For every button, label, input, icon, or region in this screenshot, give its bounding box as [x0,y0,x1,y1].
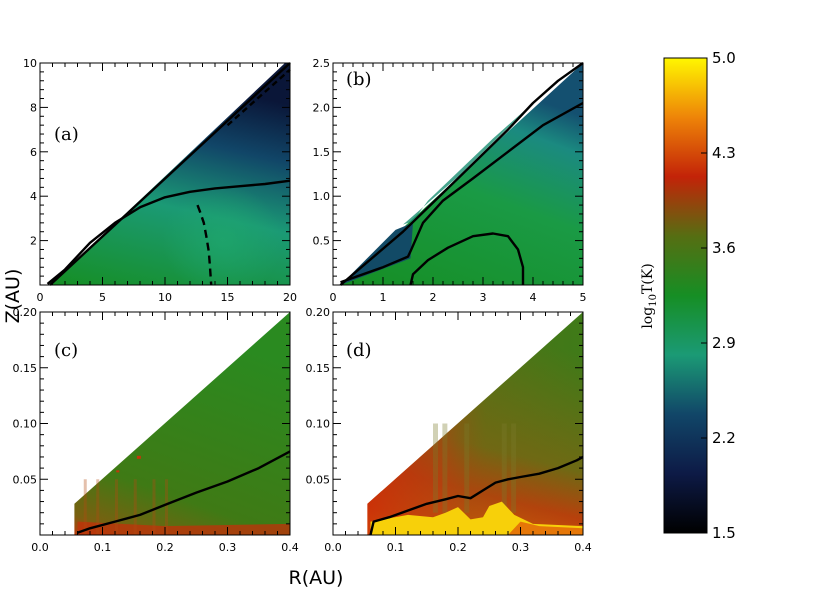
x-tick-label: 1 [380,291,387,304]
x-tick-label: 0.0 [324,541,342,554]
panel-label: (a) [54,124,79,145]
x-tick-label: 0.4 [574,541,592,554]
y-tick-label: 10 [23,57,37,70]
panel-b: 0 1 2 3 4 5 0.5 1.0 1.5 2.0 2.5 (b) [313,57,587,304]
colorbar: 5.0 4.3 3.6 2.9 2.2 1.5 log10T(K) [640,49,736,542]
colorbar-ticks: 5.0 4.3 3.6 2.9 2.2 1.5 [701,49,736,542]
inner-contour [409,232,525,286]
stripe [511,423,517,513]
y-tick-label: 0.20 [306,306,331,319]
y-tick-label: 0.05 [306,473,331,486]
x-tick-label: 0.0 [31,541,49,554]
x-tick-label: 3 [480,291,487,304]
x-tick-label: 0.1 [94,541,112,554]
colorbar-tick-label: 2.2 [712,429,736,447]
panel-c: 0.0 0.1 0.2 0.3 0.4 0.05 0.10 0.15 0.20 (c) [13,306,299,554]
colorbar-tick-label: 3.6 [712,239,736,257]
stripe [165,479,168,535]
colorbar-tick-label: 4.3 [712,144,736,162]
stripe [83,479,87,535]
stripe [96,479,100,535]
contour-line [340,101,584,284]
x-tick-label: 0.3 [512,541,530,554]
y-axis-label: Z(AU) [2,269,24,324]
x-tick-label: 0.2 [156,541,174,554]
panel-a: 0 5 10 15 20 2 4 6 8 10 (a) [23,57,297,304]
panel-label: (c) [54,340,78,361]
x-tick-label: 4 [530,291,537,304]
stripe [152,479,156,535]
y-tick-label: 0.5 [313,235,331,248]
y-tick-label: 1.5 [313,146,331,159]
contour-line [369,455,584,536]
red-spot [136,455,141,459]
panel-d: 0.0 0.1 0.2 0.3 0.4 0.05 0.10 0.15 0.20 (d) [306,306,592,554]
y-tick-label: 8 [30,101,37,114]
panel-label: (d) [346,340,372,361]
x-tick-label: 0.4 [281,541,299,554]
hot-midplane [77,521,290,535]
y-tick-label: 0.05 [13,473,38,486]
colorbar-label-tail: T(K) [640,263,656,294]
y-tick-label: 6 [30,146,37,159]
surface-contour [49,62,291,286]
panel-label: (b) [346,69,372,90]
x-tick-label: 5 [99,291,106,304]
warm-edge [508,521,583,535]
dashed-contour-top [226,68,291,127]
x-tick-label: 2 [430,291,437,304]
y-tick-label: 0.15 [13,362,38,375]
y-tick-label: 0.20 [13,306,38,319]
x-tick-label: 20 [283,291,297,304]
x-axis-label: R(AU) [289,567,344,589]
y-tick-label: 2.0 [313,101,331,114]
x-tick-label: 0.2 [449,541,467,554]
x-tick-label: 10 [158,291,172,304]
colorbar-label: log10T(K) [640,263,659,328]
x-tick-label: 0.3 [219,541,237,554]
dashed-contour [196,204,213,286]
y-tick-label: 0.10 [306,418,331,431]
colorbar-label-main: log [640,307,656,329]
x-tick-label: 5 [580,291,587,304]
surface-contour [339,62,584,286]
colorbar-tick-label: 1.5 [712,524,736,542]
stripe [115,479,118,535]
y-tick-label: 2.5 [313,57,331,70]
colorbar-tick-label: 2.9 [712,334,736,352]
stripe [501,423,507,513]
y-tick-label: 4 [30,190,37,203]
x-tick-label: 0 [330,291,337,304]
stripe [464,423,470,513]
x-tick-label: 0 [37,291,44,304]
teal-band [403,103,533,225]
stripe [133,479,137,535]
colorbar-gradient [663,57,708,534]
axes-frame [332,62,584,286]
y-tick-label: 1.0 [313,190,331,203]
x-tick-label: 0.1 [387,541,405,554]
y-tick-label: 0.10 [13,418,38,431]
contour-line [77,450,291,534]
colorbar-tick-label: 5.0 [712,49,736,67]
y-tick-label: 2 [30,235,37,248]
x-tick-label: 15 [221,291,235,304]
temperature-wedge [74,312,291,535]
stripe [433,423,438,513]
warm-overlay [367,312,583,535]
stripe [442,423,448,513]
red-spot [116,470,120,473]
colorbar-label-sub: 10 [648,294,659,307]
y-tick-label: 0.15 [306,362,331,375]
contour-line [46,179,291,285]
